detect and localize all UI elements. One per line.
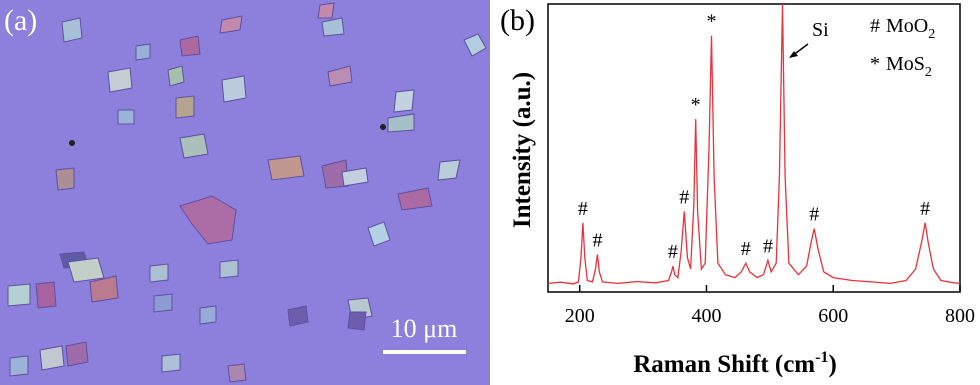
si-annotation: Si <box>812 19 829 41</box>
si-arrowhead <box>789 51 798 58</box>
peak-marker: # <box>592 230 602 252</box>
peak-marker: # <box>679 186 689 208</box>
peak-marker: # <box>763 235 773 257</box>
peak-marker: # <box>741 238 751 260</box>
legend-label: MoS <box>886 53 925 75</box>
legend-symbol: * <box>870 53 880 75</box>
y-axis-label: Intensity (a.u.) <box>509 72 536 228</box>
legend-subscript: 2 <box>925 65 932 80</box>
x-axis-label-suffix: ) <box>828 351 836 378</box>
x-tick-label: 600 <box>818 305 848 327</box>
x-axis-label-text: Raman Shift (cm <box>633 351 815 378</box>
x-tick-label: 800 <box>945 305 975 327</box>
x-axis-label-sup: -1 <box>815 349 828 366</box>
peak-marker: # <box>920 198 930 220</box>
legend-label: MoO <box>886 15 928 37</box>
panel-label: (a) <box>4 4 37 37</box>
peak-marker: * <box>691 94 701 116</box>
peak-marker: # <box>668 241 678 263</box>
legend-entry: * MoS2 <box>870 53 932 80</box>
plot-frame <box>547 3 961 293</box>
x-tick-label: 400 <box>691 305 721 327</box>
x-axis-label: Raman Shift (cm-1) <box>633 349 837 378</box>
x-tick-label: 200 <box>565 305 595 327</box>
legend-subscript: 2 <box>928 27 935 42</box>
legend-entry: # MoO2 <box>870 15 935 42</box>
peak-marker: # <box>809 204 819 226</box>
peak-marker: # <box>578 198 588 220</box>
peak-marker: * <box>707 11 717 33</box>
spectrum-line <box>548 4 960 285</box>
panel-label: (b) <box>500 4 535 37</box>
scale-bar-label: 10 μm <box>391 314 458 343</box>
legend-symbol: # <box>870 15 880 37</box>
micrograph: (a) 10 μm <box>0 0 490 385</box>
